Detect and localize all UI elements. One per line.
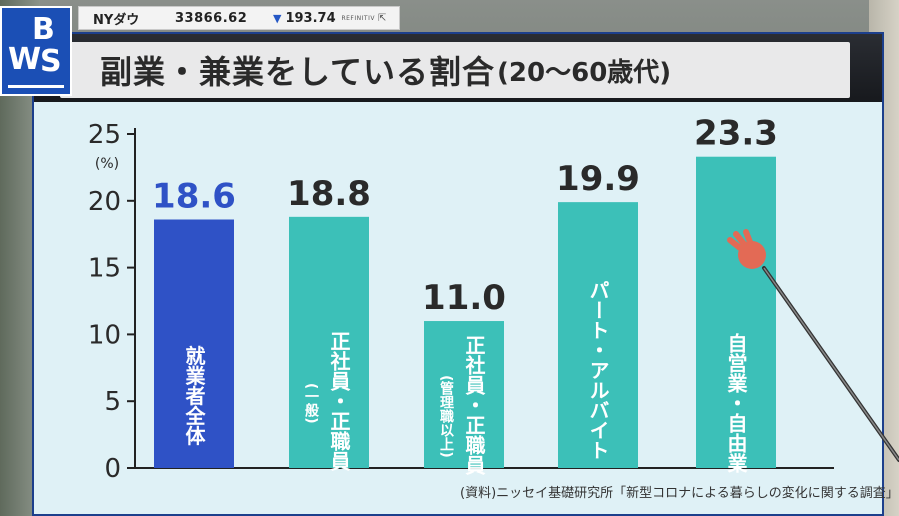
y-tick-label: 5 [104, 387, 121, 417]
bar-value-label: 23.3 [694, 114, 778, 154]
down-arrow-icon: ▼ [273, 11, 282, 25]
title-panel: 副業・兼業をしている割合 (20〜60歳代) [60, 42, 850, 98]
y-tick-label: 25 [88, 120, 121, 150]
source-note: (資料)ニッセイ基礎研究所「新型コロナによる暮らしの変化に関する調査」 [460, 486, 899, 501]
bar [558, 202, 638, 469]
bar-category-sublabel: (管理職以上) [438, 375, 454, 458]
bar-chart: 0 5 10 15 20 25 (%) 18.6 就業者全体 18.8 正社員・正職員 (一般) 11.… [34, 104, 882, 514]
bar-category-label: 正社員・正職員 [327, 331, 351, 472]
ticker-source: REFINITIV [341, 14, 375, 22]
pointer-tip [738, 241, 766, 269]
bar-category-label: 自営業・自由業 [724, 331, 748, 472]
bar [696, 156, 776, 468]
y-tick-label: 20 [88, 187, 121, 217]
source-mark-icon: ⇱ [377, 12, 387, 24]
chart-subtitle: (20〜60歳代) [497, 57, 672, 88]
channel-logo: W B S [0, 6, 72, 96]
logo-letter-w: W [8, 42, 42, 77]
bar-category-label: 正社員・正職員 [462, 335, 486, 476]
bar-category-label: パート・アルバイト [586, 280, 610, 460]
y-tick-label: 15 [88, 254, 121, 284]
bar-category-sublabel: (一般) [303, 383, 319, 424]
bar [154, 219, 234, 468]
ticker-name: NYダウ [93, 12, 140, 28]
bar-category-label: 就業者全体 [182, 344, 206, 446]
y-unit-label: (%) [95, 156, 119, 172]
ticker-value: 33866.62 [175, 10, 248, 26]
y-tick-label: 10 [88, 320, 121, 350]
bar [289, 216, 369, 468]
logo-letter-s: S [40, 44, 62, 79]
bar-value-label: 19.9 [556, 159, 640, 199]
stock-ticker: NYダウ 33866.62 ▼ 193.74 REFINITIV ⇱ [78, 6, 400, 30]
bar-value-label: 18.8 [287, 174, 371, 214]
bar-value-label: 11.0 [422, 278, 506, 318]
bar [424, 321, 504, 468]
bar-chart-svg: 0 5 10 15 20 25 (%) 18.6 就業者全体 18.8 正社員・正職員 (一般) 11.… [88, 114, 834, 484]
chart-title: 副業・兼業をしている割合 [100, 53, 496, 91]
ticker-change: 193.74 [285, 10, 336, 26]
bar-value-label: 18.6 [152, 177, 236, 217]
y-tick-label: 0 [104, 454, 121, 484]
logo-underline [8, 85, 64, 88]
logo-letter-b: B [32, 12, 55, 47]
